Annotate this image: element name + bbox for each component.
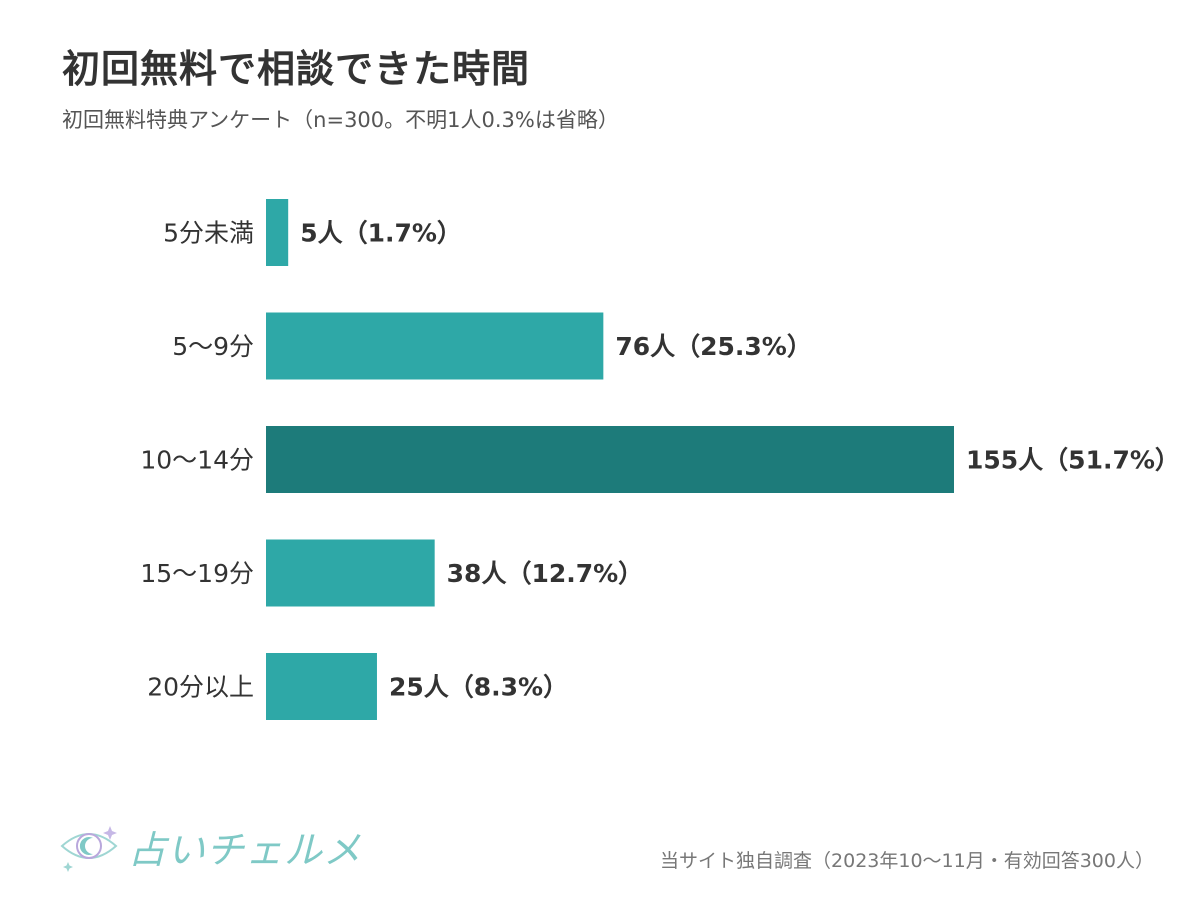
bar	[266, 199, 289, 266]
bar	[266, 426, 954, 493]
category-label: 5〜9分	[172, 332, 254, 361]
category-label: 5分未満	[163, 219, 254, 248]
chart-subtitle: 初回無料特典アンケート（n=300。不明1人0.3%は省略）	[62, 108, 619, 132]
bar-chart: 5分未満 5人（1.7%） 5〜9分 76人（25.3%） 10〜14分 155人（51.…	[140, 199, 1180, 720]
bar	[266, 539, 435, 607]
bar	[266, 312, 604, 380]
category-label: 10〜14分	[140, 446, 254, 475]
survey-source-note: 当サイト独自調査（2023年10〜11月・有効回答300人）	[660, 850, 1154, 872]
site-logo: 占いチェルメ	[58, 818, 362, 874]
bar	[266, 653, 377, 720]
data-label: 76人（25.3%）	[615, 332, 812, 361]
data-label: 155人（51.7%）	[966, 446, 1180, 475]
category-label: 15〜19分	[140, 559, 254, 588]
chart-title: 初回無料で相談できた時間	[62, 47, 531, 91]
data-label: 38人（12.7%）	[447, 559, 644, 588]
category-label: 20分以上	[147, 673, 254, 702]
data-label: 25人（8.3%）	[389, 673, 568, 702]
moon-eye-icon	[60, 826, 118, 872]
logo-text: 占いチェルメ	[128, 827, 363, 872]
data-label: 5人（1.7%）	[300, 219, 462, 248]
